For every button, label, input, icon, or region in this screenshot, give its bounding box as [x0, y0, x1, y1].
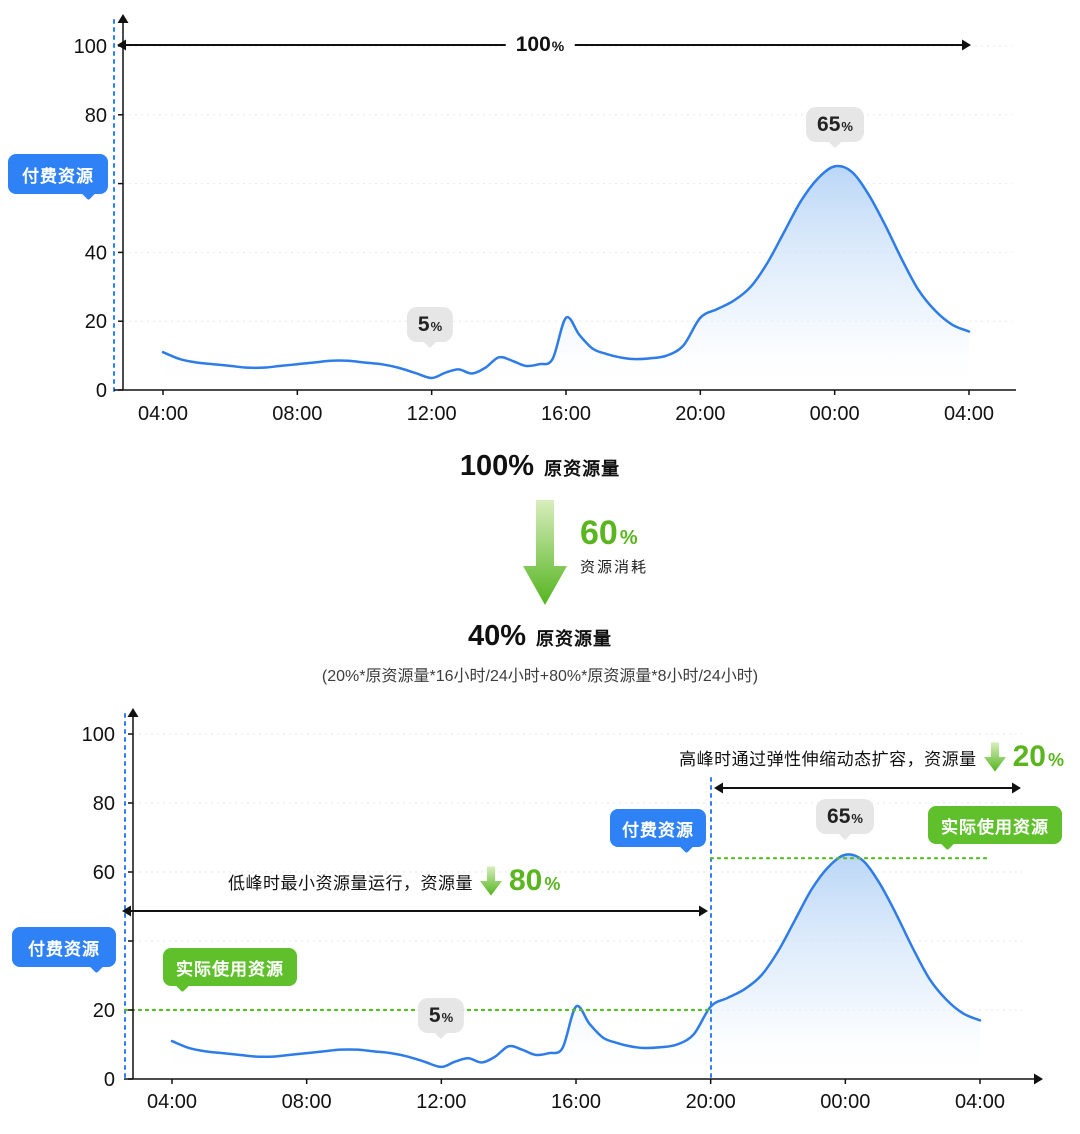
high-peak-value-number: 20: [1012, 740, 1046, 773]
tooltip-low-top-unit: %: [430, 319, 443, 334]
formula-text: (20%*原资源量*16小时/24小时+80%*原资源量*8小时/24小时): [321, 668, 759, 685]
y-tick-label: 20: [85, 311, 107, 333]
capacity-span-label: 100%: [505, 31, 575, 59]
series-area: [163, 166, 969, 390]
paid-resources-badge-peak: 付费资源: [610, 809, 706, 847]
after-resource-label: 原资源量: [536, 629, 613, 649]
y-tick-label: 0: [96, 380, 107, 402]
tooltip-low-top: 5%: [406, 307, 454, 342]
paid-resources-badge-top-label: 付费资源: [22, 166, 94, 186]
tooltip-low-bottom-value: 5: [428, 1004, 441, 1027]
tooltip-low-bottom-unit: %: [441, 1010, 454, 1025]
low-peak-note: 低峰时最小资源量运行，资源量 80%: [228, 866, 560, 896]
capacity-span-unit: %: [551, 38, 565, 54]
low-peak-value-number: 80: [509, 864, 543, 897]
actual-usage-badge-low-label: 实际使用资源: [176, 959, 284, 979]
paid-resources-badge-peak-label: 付费资源: [622, 820, 694, 840]
consumption-value-unit: %: [619, 527, 638, 549]
x-tick-label: 16:00: [551, 1091, 601, 1113]
high-peak-value: 20%: [1013, 742, 1064, 772]
before-resource-line: 100% 原资源量: [0, 450, 1080, 483]
x-tick-label: 16:00: [541, 403, 591, 425]
tooltip-peak-top: 65%: [806, 107, 864, 142]
x-tick-label: 04:00: [955, 1091, 1005, 1113]
actual-usage-badge-peak: 实际使用资源: [928, 806, 1062, 844]
low-peak-value-unit: %: [544, 874, 561, 894]
x-tick-label: 04:00: [147, 1091, 197, 1113]
high-peak-note: 高峰时通过弹性伸缩动态扩容，资源量 20%: [679, 742, 1064, 772]
y-tick-label: 20: [93, 1000, 115, 1022]
x-tick-label: 00:00: [820, 1091, 870, 1113]
before-resource-value: 100%: [459, 450, 535, 482]
tooltip-low-bottom: 5%: [417, 998, 465, 1033]
arrow-head: [714, 782, 723, 794]
high-peak-value-unit: %: [1047, 750, 1064, 770]
arrow-head: [122, 905, 131, 917]
paid-resources-badge-low-label: 付费资源: [28, 939, 100, 959]
series-line: [161, 164, 971, 380]
down-arrow-small-icon: [983, 742, 1006, 772]
x-tick-label: 08:00: [282, 1091, 332, 1113]
y-tick-label: 100: [74, 36, 107, 58]
y-tick-label: 60: [93, 862, 115, 884]
x-tick-label: 12:00: [416, 1091, 466, 1113]
y-tick-label: 40: [85, 242, 107, 264]
down-arrow-small-icon: [480, 866, 502, 896]
consumption-block: 60% 资源消耗: [580, 516, 648, 577]
x-tick-label: 12:00: [407, 403, 457, 425]
low-peak-value: 80%: [509, 866, 560, 896]
consumption-value-number: 60: [580, 514, 618, 552]
after-resource-line: 40% 原资源量: [0, 620, 1080, 653]
actual-usage-badge-peak-label: 实际使用资源: [941, 817, 1049, 837]
tooltip-peak-top-value: 65: [817, 113, 841, 136]
arrow-head: [117, 14, 129, 23]
bottom-chart: 02040608010004:0008:0012:0016:0020:0000:…: [82, 708, 1043, 1113]
top-chart: 02040608010004:0008:0012:0016:0020:0000:…: [74, 14, 1016, 425]
y-tick-label: 0: [104, 1069, 115, 1091]
before-resource-label: 原资源量: [544, 459, 621, 479]
tooltip-low-top-value: 5: [417, 313, 430, 336]
x-tick-label: 04:00: [944, 403, 994, 425]
arrow-head: [117, 39, 126, 51]
y-tick-label: 100: [82, 724, 115, 746]
arrow-head: [962, 39, 971, 51]
tooltip-peak-bottom-unit: %: [851, 811, 863, 826]
tooltip-peak-bottom-value: 65: [827, 805, 851, 828]
low-peak-note-text: 低峰时最小资源量运行，资源量: [228, 873, 473, 893]
x-tick-label: 20:00: [675, 403, 725, 425]
arrow-head: [127, 708, 139, 717]
x-tick-label: 20:00: [686, 1091, 736, 1113]
paid-resources-badge-top: 付费资源: [8, 154, 108, 194]
high-peak-note-text: 高峰时通过弹性伸缩动态扩容，资源量: [679, 749, 977, 769]
series-area: [172, 854, 981, 1079]
capacity-span-value: 100: [515, 33, 551, 56]
x-tick-label: 00:00: [810, 403, 860, 425]
tooltip-peak-top-unit: %: [841, 119, 853, 134]
paid-resources-badge-low: 付费资源: [12, 927, 116, 967]
arrow-head: [1034, 1073, 1043, 1085]
x-tick-label: 08:00: [272, 403, 322, 425]
arrow-head: [1012, 782, 1021, 794]
after-resource-value: 40%: [467, 620, 527, 652]
x-tick-label: 04:00: [138, 403, 188, 425]
actual-usage-badge-low: 实际使用资源: [163, 948, 297, 986]
tooltip-peak-bottom: 65%: [816, 799, 874, 834]
y-tick-label: 80: [85, 105, 107, 127]
consumption-label: 资源消耗: [580, 559, 649, 576]
consumption-value: 60%: [580, 516, 638, 550]
arrow-head: [699, 905, 708, 917]
y-tick-label: 80: [93, 793, 115, 815]
down-arrow-big-icon: [523, 500, 567, 605]
